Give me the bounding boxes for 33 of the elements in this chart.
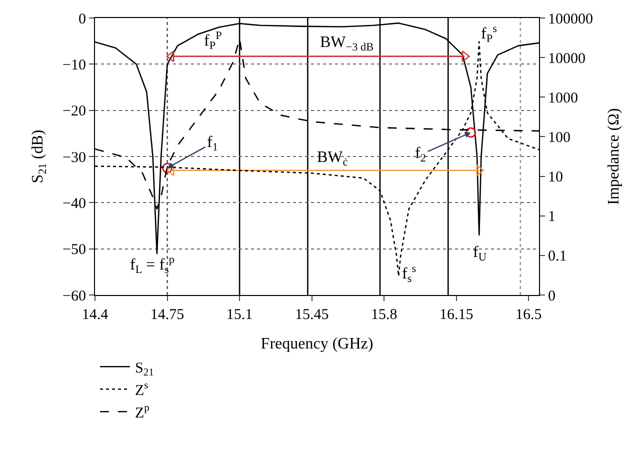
legend-label: Z$^{s}$ <box>135 380 148 399</box>
annotation: f$_{U}$ <box>473 244 486 264</box>
y2-axis-title: Impedance (Ω) <box>606 108 623 205</box>
x-tick-label: 14.75 <box>150 307 184 323</box>
y2-tick-label: 100 <box>548 130 570 146</box>
annotation: f$_{1}$ <box>207 134 218 154</box>
x-tick-label: 16.15 <box>440 307 474 323</box>
x-tick-label: 15.8 <box>370 307 398 323</box>
y-tick-label: −50 <box>62 242 86 258</box>
y2-tick-label: 10 <box>548 170 563 186</box>
y2-tick-label: 0.1 <box>548 248 567 265</box>
x-tick-label: 14.4 <box>82 307 109 323</box>
x-tick-label: 15.45 <box>294 307 329 323</box>
point <box>466 127 476 138</box>
x-axis-title: Frequency (GHz) <box>260 336 374 353</box>
legend-label: Z$^{p}$ <box>135 403 150 422</box>
legend-label: S$_{21}$ <box>135 360 154 379</box>
x-tick-label: 16.5 <box>516 307 542 323</box>
annotation: BW$_{ċ}$ <box>317 149 348 168</box>
x-tick-label: 15.1 <box>226 307 253 323</box>
y2-tick-label: 1 <box>548 209 556 226</box>
y-tick-label: −10 <box>62 57 86 74</box>
y-tick-label: −30 <box>62 150 86 166</box>
y2-tick-label: 0 <box>548 288 556 304</box>
y2-tick-label: 100000 <box>548 11 593 28</box>
y2-tick-label: 1000 <box>548 90 578 106</box>
y-tick-label: −20 <box>62 104 86 120</box>
y-tick-label: −40 <box>62 196 86 212</box>
y-tick-label: 0 <box>78 11 86 28</box>
annotation: f$_{2}$ <box>415 145 426 164</box>
annotation: BW$_{−3 dB}$ <box>320 34 374 54</box>
y2-tick-label: 10000 <box>548 50 586 67</box>
y-tick-label: −60 <box>62 288 86 304</box>
